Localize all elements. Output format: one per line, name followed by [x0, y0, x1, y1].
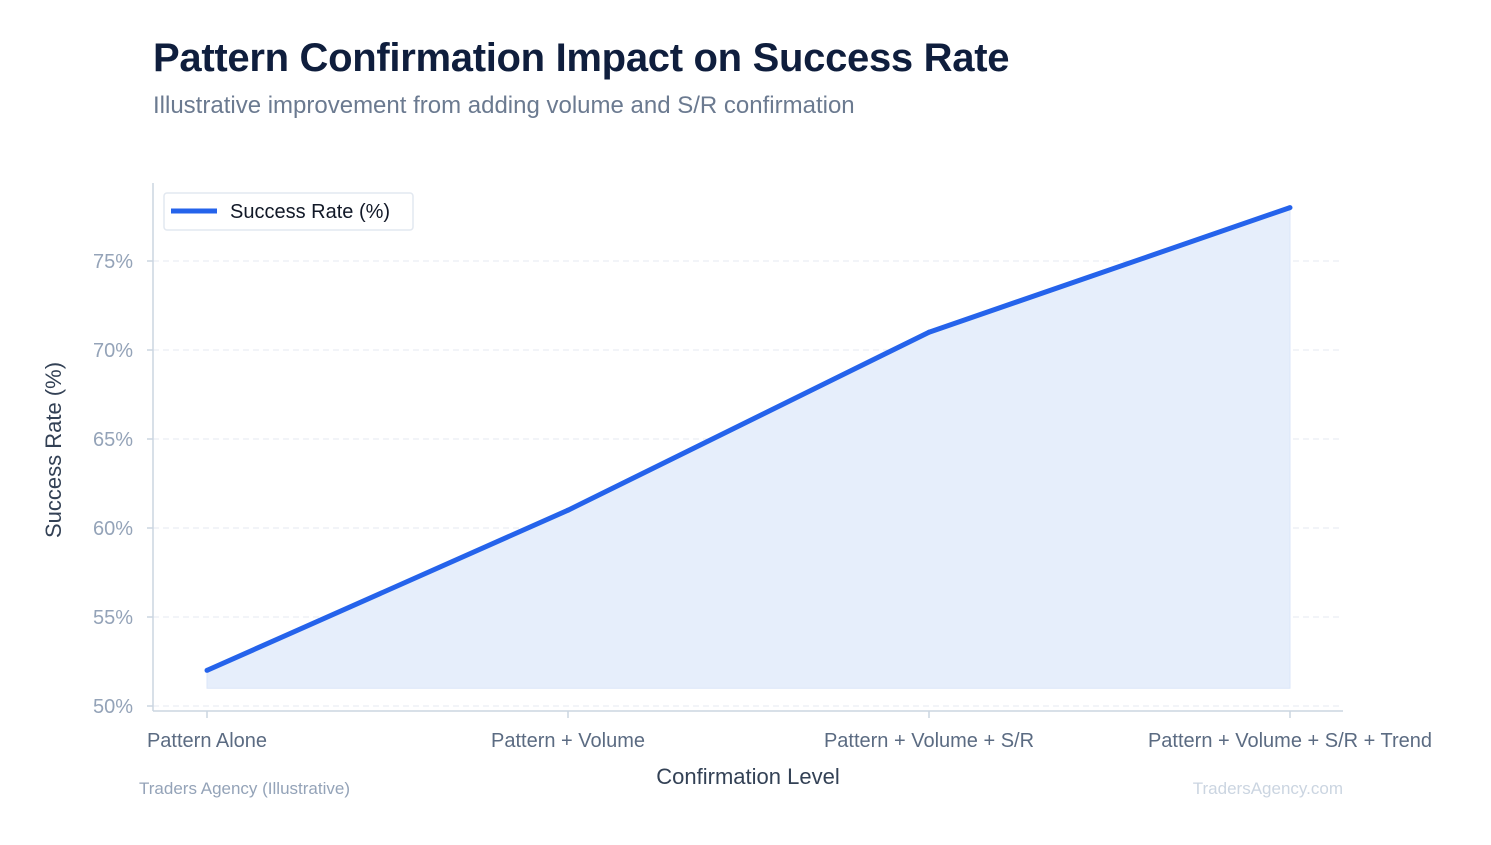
series-area-fill	[206, 206, 1291, 689]
legend: Success Rate (%)	[163, 192, 414, 231]
series-line	[205, 205, 1291, 673]
y-ticks: 50% 55% 60% 65% 70% 75%	[93, 251, 153, 718]
y-tick-label: 60%	[93, 518, 133, 540]
data-points	[204, 205, 1293, 673]
legend-label: Success Rate (%)	[230, 201, 390, 223]
data-point	[1287, 205, 1293, 211]
x-ticks: Pattern Alone Pattern + Volume Pattern + V…	[147, 711, 1432, 752]
x-tick-label: Pattern Alone	[147, 730, 267, 752]
x-tick-label: Pattern + Volume + S/R	[824, 730, 1034, 752]
chart-subtitle: Illustrative improvement from adding vol…	[153, 92, 855, 119]
y-tick-label: 75%	[93, 251, 133, 273]
y-tick-label: 50%	[93, 696, 133, 718]
y-axis-title: Success Rate (%)	[41, 362, 66, 538]
data-point	[926, 329, 932, 335]
y-tick-label: 55%	[93, 607, 133, 629]
y-tick-label: 70%	[93, 340, 133, 362]
data-point	[565, 507, 571, 513]
x-axis-title: Confirmation Level	[656, 764, 839, 789]
x-tick-label: Pattern + Volume + S/R + Trend	[1148, 730, 1432, 752]
y-tick-label: 65%	[93, 429, 133, 451]
source-note: Traders Agency (Illustrative)	[139, 779, 350, 798]
data-point	[204, 667, 210, 673]
x-tick-label: Pattern + Volume	[491, 730, 645, 752]
axes	[152, 183, 1343, 712]
legend-box	[163, 192, 414, 231]
chart-title: Pattern Confirmation Impact on Success R…	[153, 36, 1010, 80]
watermark: TradersAgency.com	[1192, 779, 1343, 798]
